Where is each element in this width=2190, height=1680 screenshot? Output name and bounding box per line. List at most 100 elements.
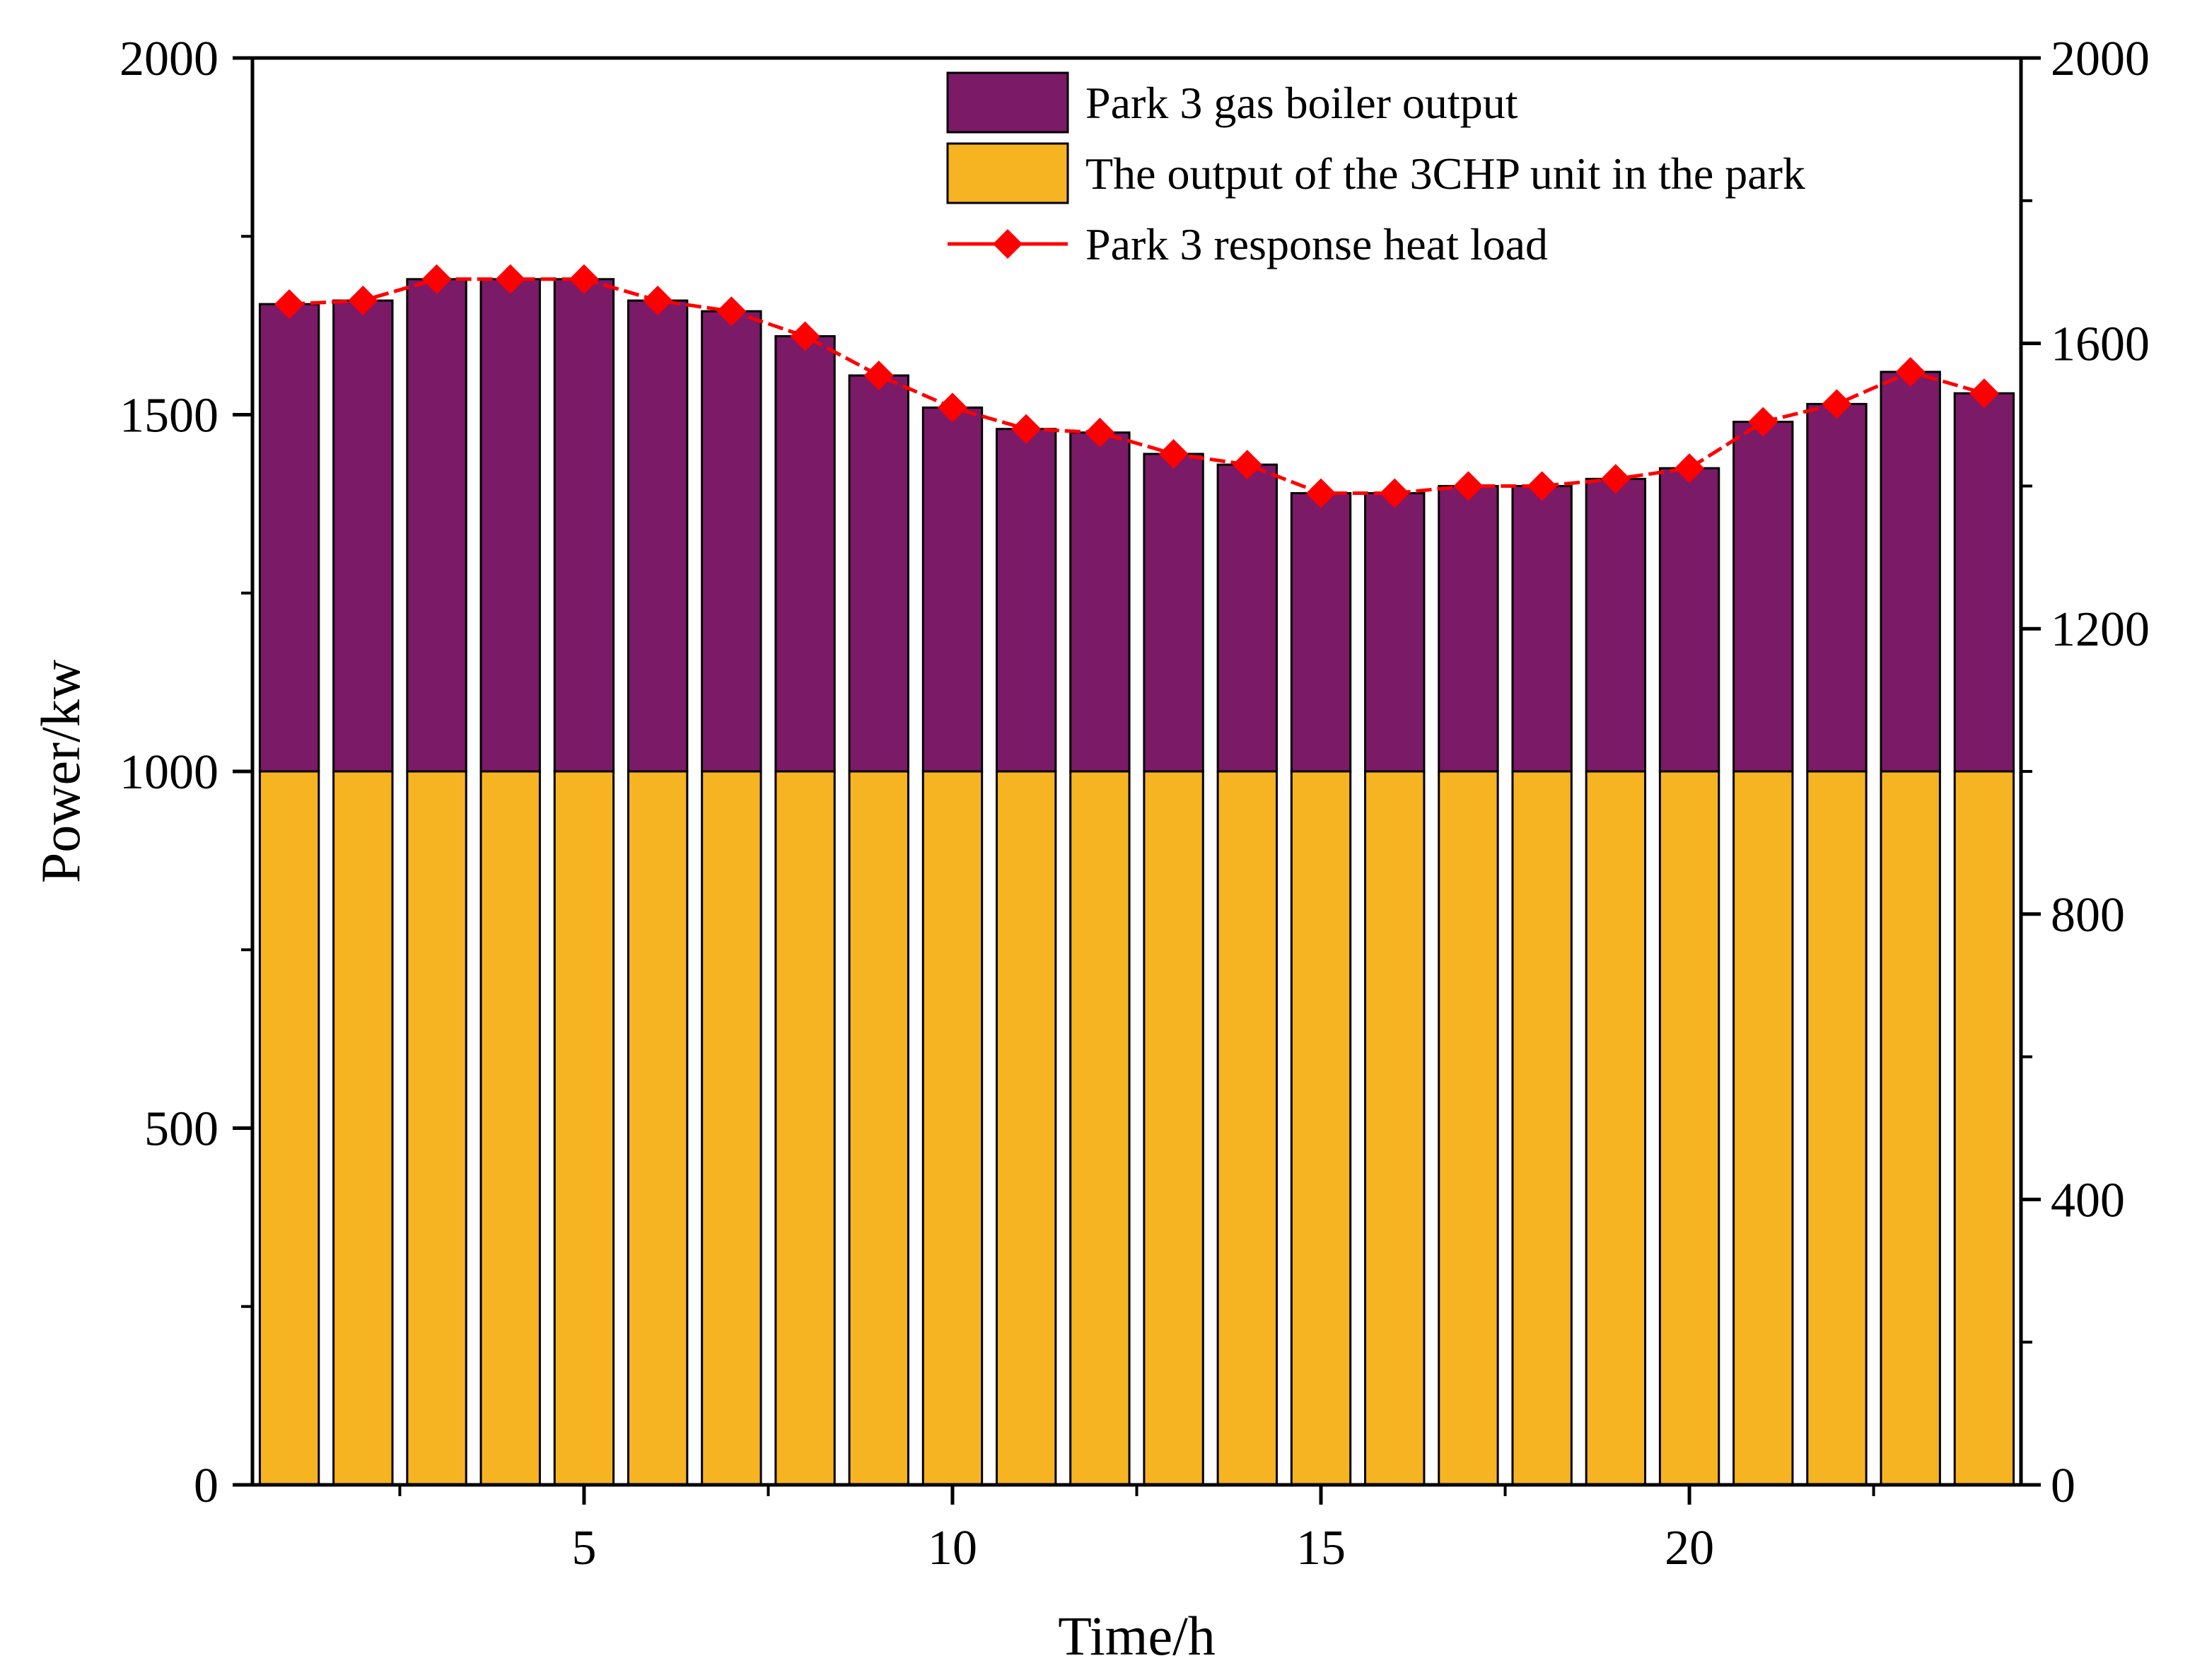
heat-load-marker-24	[1969, 378, 1999, 409]
bar-gas-boiler-14	[1216, 463, 1279, 773]
legend-label-1: The output of the 3CHP unit in the park	[1085, 148, 1805, 199]
bar-gas-boiler-16	[1364, 491, 1426, 773]
bar-gas-boiler-10	[921, 406, 984, 773]
y-tick-label: 2000	[120, 32, 219, 86]
heat-load-marker-11	[1011, 414, 1042, 444]
heat-load-marker-10	[937, 392, 967, 423]
heat-load-marker-20	[1674, 453, 1705, 484]
bar-chp-23	[1880, 770, 1941, 1486]
y2-tick-label: 800	[2051, 888, 2125, 943]
bar-gas-boiler-6	[627, 299, 689, 773]
bar-chp-14	[1216, 770, 1279, 1486]
bar-gas-boiler-8	[774, 335, 836, 773]
bar-chp-4	[479, 770, 541, 1486]
y2-tick-label: 1200	[2051, 602, 2150, 657]
heat-load-marker-18	[1527, 471, 1557, 501]
bar-gas-boiler-22	[1806, 402, 1868, 773]
axes-layer: 0 500 1000 1500 2000 0 400 800 1200 1600 2000 5 10 15…	[30, 32, 2150, 1667]
bar-gas-boiler-4	[479, 278, 541, 773]
heat-load-marker-6	[643, 286, 673, 316]
y-tick-label: 1500	[120, 389, 219, 443]
y2-tick-label: 1600	[2051, 317, 2150, 372]
bar-chp-24	[1953, 770, 2015, 1486]
heat-load-marker-4	[495, 264, 525, 294]
bar-gas-boiler-20	[1658, 467, 1720, 773]
bar-gas-boiler-17	[1438, 484, 1499, 773]
bar-chp-21	[1732, 770, 1794, 1486]
heat-load-marker-13	[1158, 438, 1189, 469]
bar-gas-boiler-5	[553, 278, 615, 773]
bar-chp-11	[996, 770, 1057, 1486]
legend-swatch-1	[946, 142, 1069, 204]
bar-gas-boiler-12	[1069, 431, 1131, 773]
heat-load-marker-19	[1600, 464, 1631, 494]
bar-gas-boiler-18	[1511, 484, 1573, 773]
bar-gas-boiler-15	[1290, 491, 1352, 773]
x-tick-label: 15	[1296, 1521, 1346, 1575]
x-tick-label: 20	[1665, 1521, 1714, 1575]
bar-gas-boiler-19	[1585, 477, 1647, 773]
bar-chp-15	[1290, 770, 1352, 1486]
heat-load-marker-12	[1085, 417, 1115, 448]
x-tick-label: 5	[571, 1521, 596, 1575]
bar-chp-20	[1658, 770, 1720, 1486]
heat-load-line	[289, 277, 1985, 495]
bar-chp-19	[1585, 770, 1647, 1486]
bar-chp-17	[1438, 770, 1499, 1486]
y2-tick-label: 0	[2051, 1459, 2075, 1513]
legend: Park 3 gas boiler output The output of th…	[946, 71, 1805, 269]
bar-chp-3	[406, 770, 467, 1486]
legend-label-0: Park 3 gas boiler output	[1085, 78, 1518, 128]
bar-gas-boiler-13	[1143, 453, 1204, 773]
heat-load-marker-2	[348, 286, 378, 316]
y2-tick-label: 2000	[2051, 32, 2150, 86]
x-axis-title: Time/h	[1058, 1605, 1216, 1667]
bar-chp-22	[1806, 770, 1868, 1486]
legend-marker	[993, 229, 1023, 259]
heat-load-marker-7	[716, 296, 747, 327]
bar-chp-12	[1069, 770, 1131, 1486]
bar-gas-boiler-21	[1732, 421, 1794, 773]
heat-load-marker-17	[1453, 471, 1484, 501]
y-tick-label: 500	[144, 1102, 219, 1157]
heat-load-marker-5	[569, 264, 599, 294]
bar-chp-10	[921, 770, 984, 1486]
legend-label-2: Park 3 response heat load	[1085, 219, 1548, 269]
bar-chp-2	[332, 770, 394, 1486]
bar-chp-1	[258, 770, 320, 1486]
bar-gas-boiler-2	[332, 299, 394, 773]
line-layer	[274, 264, 1999, 508]
y-tick-label: 1000	[120, 745, 219, 800]
bar-chp-9	[848, 770, 909, 1486]
bar-chp-16	[1364, 770, 1426, 1486]
bar-gas-boiler-11	[996, 428, 1057, 773]
bar-gas-boiler-1	[258, 303, 320, 773]
bar-chp-18	[1511, 770, 1573, 1486]
bar-chp-6	[627, 770, 689, 1486]
heat-load-marker-1	[274, 289, 305, 320]
bar-gas-boiler-7	[701, 310, 762, 773]
y2-tick-label: 400	[2051, 1173, 2125, 1227]
bar-gas-boiler-3	[406, 278, 467, 773]
heat-load-marker-15	[1306, 478, 1336, 508]
heat-load-marker-8	[790, 321, 820, 351]
bar-chp-8	[774, 770, 836, 1486]
y-axis-title: Power/kw	[30, 660, 91, 883]
heat-load-marker-21	[1748, 407, 1778, 437]
heat-load-marker-16	[1380, 478, 1410, 508]
y-tick-label: 0	[194, 1459, 219, 1513]
bar-chp-7	[701, 770, 762, 1486]
bar-gas-boiler-23	[1880, 371, 1941, 773]
bar-chp-13	[1143, 770, 1204, 1486]
heat-load-marker-23	[1895, 356, 1926, 387]
legend-swatch-0	[946, 71, 1069, 134]
bar-gas-boiler-9	[848, 374, 909, 773]
heat-load-marker-22	[1822, 389, 1852, 419]
bars-layer	[258, 278, 2015, 1486]
bar-chp-5	[553, 770, 615, 1486]
x-tick-label: 10	[928, 1521, 977, 1575]
heat-load-marker-9	[863, 361, 894, 391]
bar-gas-boiler-24	[1953, 392, 2015, 773]
heat-load-marker-3	[421, 264, 452, 294]
